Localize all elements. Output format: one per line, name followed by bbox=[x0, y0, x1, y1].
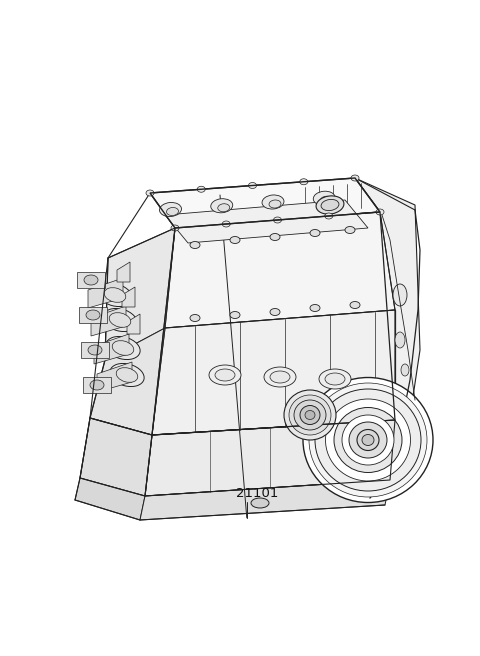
Ellipse shape bbox=[320, 196, 332, 204]
Ellipse shape bbox=[230, 312, 240, 319]
Polygon shape bbox=[165, 212, 395, 328]
Polygon shape bbox=[83, 377, 111, 393]
Ellipse shape bbox=[284, 390, 336, 440]
Ellipse shape bbox=[300, 405, 320, 424]
Ellipse shape bbox=[159, 203, 181, 216]
Polygon shape bbox=[140, 480, 390, 520]
Ellipse shape bbox=[110, 363, 144, 386]
Ellipse shape bbox=[310, 230, 320, 237]
Polygon shape bbox=[165, 200, 368, 243]
Ellipse shape bbox=[269, 200, 281, 208]
Ellipse shape bbox=[303, 377, 433, 502]
Ellipse shape bbox=[334, 407, 402, 472]
Ellipse shape bbox=[104, 288, 126, 302]
Ellipse shape bbox=[325, 373, 345, 385]
Ellipse shape bbox=[116, 367, 138, 382]
Ellipse shape bbox=[112, 340, 134, 356]
Polygon shape bbox=[152, 310, 395, 435]
Ellipse shape bbox=[222, 221, 230, 227]
Polygon shape bbox=[90, 328, 165, 435]
Ellipse shape bbox=[197, 186, 205, 192]
Ellipse shape bbox=[90, 380, 104, 390]
Ellipse shape bbox=[350, 302, 360, 308]
Ellipse shape bbox=[88, 345, 102, 355]
Ellipse shape bbox=[351, 175, 359, 181]
Ellipse shape bbox=[106, 337, 140, 359]
Ellipse shape bbox=[313, 191, 335, 205]
Polygon shape bbox=[80, 418, 152, 496]
Ellipse shape bbox=[300, 178, 308, 185]
Ellipse shape bbox=[274, 217, 281, 223]
Ellipse shape bbox=[86, 310, 100, 320]
Ellipse shape bbox=[401, 364, 409, 376]
Ellipse shape bbox=[357, 430, 379, 451]
Ellipse shape bbox=[98, 283, 132, 306]
Ellipse shape bbox=[264, 367, 296, 387]
Ellipse shape bbox=[218, 204, 230, 212]
Ellipse shape bbox=[325, 399, 410, 481]
Ellipse shape bbox=[230, 237, 240, 243]
Ellipse shape bbox=[270, 371, 290, 383]
Ellipse shape bbox=[211, 199, 233, 213]
Ellipse shape bbox=[315, 389, 421, 491]
Ellipse shape bbox=[310, 304, 320, 312]
Ellipse shape bbox=[262, 195, 284, 209]
Ellipse shape bbox=[146, 190, 154, 196]
Ellipse shape bbox=[249, 182, 256, 188]
Ellipse shape bbox=[325, 213, 333, 219]
Polygon shape bbox=[117, 262, 130, 282]
Ellipse shape bbox=[84, 275, 98, 285]
Ellipse shape bbox=[103, 308, 137, 331]
Ellipse shape bbox=[251, 498, 269, 508]
Ellipse shape bbox=[167, 207, 179, 216]
Ellipse shape bbox=[319, 369, 351, 389]
Polygon shape bbox=[91, 306, 126, 336]
Ellipse shape bbox=[316, 196, 344, 214]
Polygon shape bbox=[97, 362, 132, 392]
Ellipse shape bbox=[395, 332, 405, 348]
Polygon shape bbox=[94, 334, 129, 364]
Polygon shape bbox=[105, 228, 175, 360]
Ellipse shape bbox=[362, 434, 374, 445]
Polygon shape bbox=[122, 287, 135, 307]
Ellipse shape bbox=[309, 383, 427, 497]
Ellipse shape bbox=[321, 199, 339, 211]
Polygon shape bbox=[150, 178, 380, 228]
Ellipse shape bbox=[171, 225, 179, 231]
Polygon shape bbox=[88, 278, 123, 308]
Text: 21101: 21101 bbox=[236, 487, 278, 500]
Ellipse shape bbox=[190, 241, 200, 249]
Ellipse shape bbox=[190, 314, 200, 321]
Ellipse shape bbox=[376, 209, 384, 215]
Ellipse shape bbox=[345, 226, 355, 234]
Ellipse shape bbox=[215, 369, 235, 381]
Polygon shape bbox=[145, 420, 395, 496]
Ellipse shape bbox=[289, 395, 331, 435]
Polygon shape bbox=[85, 178, 395, 528]
Polygon shape bbox=[79, 307, 107, 323]
Ellipse shape bbox=[393, 284, 407, 306]
Ellipse shape bbox=[270, 234, 280, 241]
Ellipse shape bbox=[209, 365, 241, 385]
Polygon shape bbox=[75, 478, 145, 520]
Ellipse shape bbox=[305, 411, 315, 419]
Ellipse shape bbox=[349, 422, 387, 458]
Ellipse shape bbox=[270, 308, 280, 316]
Ellipse shape bbox=[342, 415, 394, 465]
Polygon shape bbox=[355, 178, 420, 500]
Polygon shape bbox=[81, 342, 109, 358]
Ellipse shape bbox=[109, 313, 131, 327]
Ellipse shape bbox=[294, 400, 326, 430]
Polygon shape bbox=[77, 272, 105, 288]
Polygon shape bbox=[127, 314, 140, 334]
